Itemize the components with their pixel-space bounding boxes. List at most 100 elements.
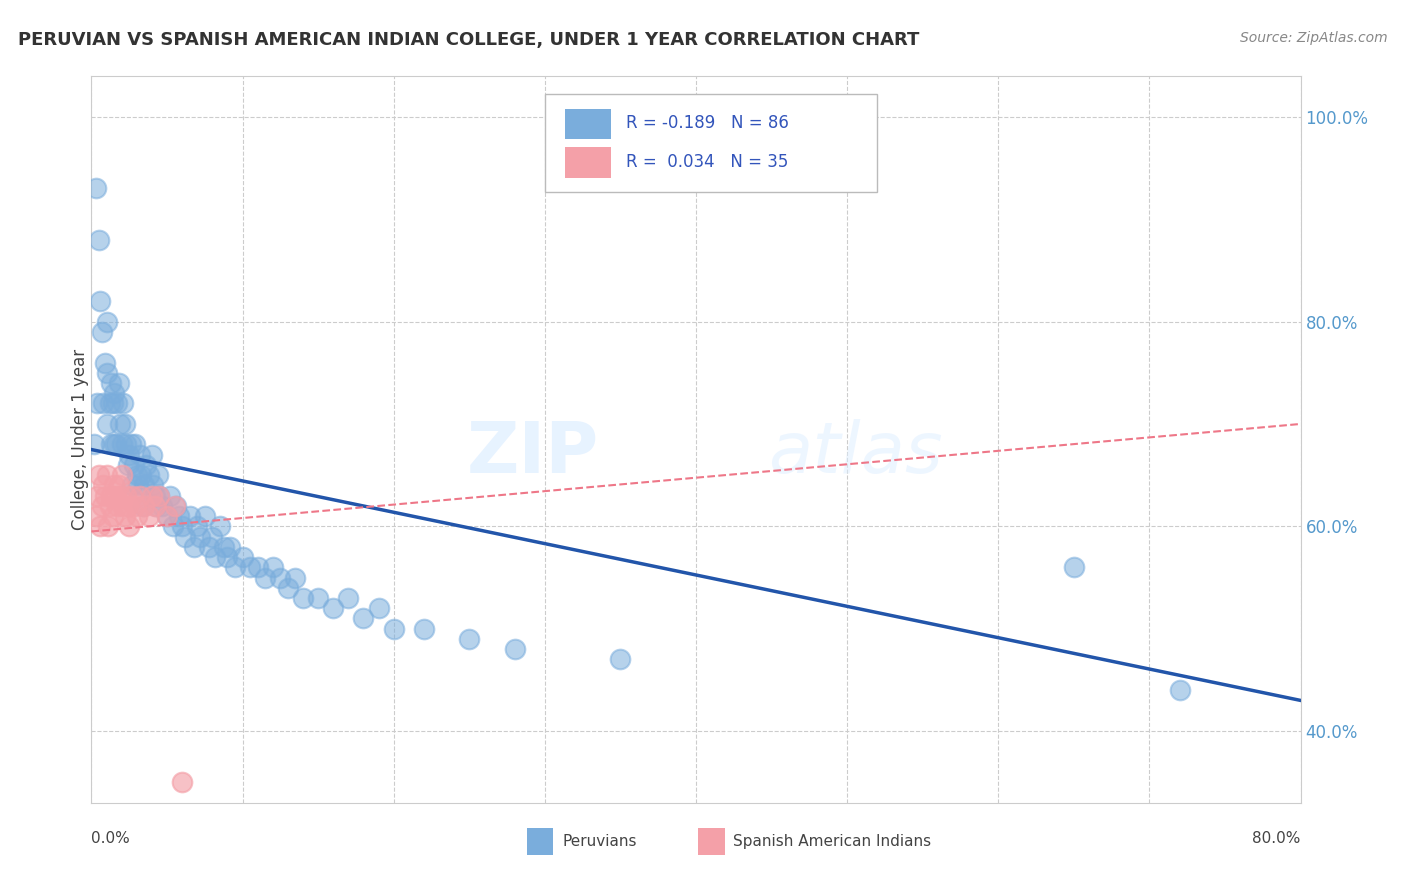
Point — [224, 560, 246, 574]
Point — [112, 396, 135, 410]
Y-axis label: College, Under 1 year: College, Under 1 year — [72, 349, 89, 530]
Point — [148, 489, 170, 503]
FancyBboxPatch shape — [565, 147, 612, 178]
Point — [86, 396, 108, 410]
Point — [114, 417, 136, 431]
Point — [111, 437, 132, 451]
Text: 80.0%: 80.0% — [1253, 830, 1301, 846]
Point — [117, 458, 139, 472]
Point — [134, 499, 156, 513]
Point — [322, 601, 344, 615]
Point — [120, 437, 142, 451]
FancyBboxPatch shape — [544, 94, 877, 192]
Point — [198, 540, 221, 554]
Point — [89, 519, 111, 533]
Point — [367, 601, 389, 615]
Point — [413, 622, 436, 636]
Point — [118, 448, 141, 462]
Point — [98, 396, 121, 410]
Point — [84, 181, 107, 195]
Point — [503, 642, 526, 657]
Point — [100, 489, 122, 503]
Point — [156, 509, 179, 524]
Point — [172, 775, 194, 789]
Point — [172, 519, 194, 533]
Point — [163, 499, 186, 513]
Point — [159, 489, 181, 503]
Point — [138, 468, 160, 483]
Point — [115, 437, 138, 451]
Point — [87, 468, 110, 483]
Point — [115, 489, 138, 503]
Point — [96, 417, 118, 431]
Point — [262, 560, 284, 574]
Point — [146, 468, 169, 483]
FancyBboxPatch shape — [699, 828, 725, 855]
Point — [103, 478, 125, 492]
Point — [100, 437, 122, 451]
Text: ZIP: ZIP — [467, 419, 599, 488]
Point — [107, 478, 129, 492]
Point — [142, 478, 165, 492]
Point — [277, 581, 299, 595]
Point — [105, 499, 128, 513]
Point — [165, 499, 187, 513]
Point — [98, 499, 121, 513]
Point — [105, 396, 128, 410]
Point — [143, 489, 166, 503]
Point — [254, 570, 277, 584]
Point — [124, 437, 146, 451]
Point — [174, 530, 197, 544]
Point — [122, 458, 145, 472]
Point — [186, 519, 208, 533]
Point — [219, 540, 242, 554]
Point — [117, 499, 139, 513]
Point — [609, 652, 631, 666]
Point — [108, 417, 131, 431]
Point — [231, 550, 253, 565]
Point — [143, 499, 166, 513]
Point — [104, 489, 127, 503]
Point — [107, 376, 129, 390]
Point — [269, 570, 291, 584]
Point — [148, 489, 170, 503]
Point — [1168, 683, 1191, 698]
Point — [194, 509, 217, 524]
Point — [87, 233, 110, 247]
Point — [101, 509, 124, 524]
Point — [83, 437, 105, 451]
Point — [337, 591, 360, 605]
Point — [188, 530, 211, 544]
Point — [128, 448, 150, 462]
Point — [96, 468, 118, 483]
Point — [1063, 560, 1085, 574]
Point — [162, 519, 184, 533]
Point — [129, 468, 152, 483]
Point — [208, 519, 231, 533]
Point — [94, 355, 117, 369]
Point — [292, 591, 315, 605]
Point — [214, 540, 236, 554]
Text: Peruvians: Peruvians — [562, 834, 637, 849]
Point — [121, 478, 143, 492]
Point — [89, 294, 111, 309]
Point — [103, 386, 125, 401]
Point — [167, 509, 190, 524]
Point — [201, 530, 224, 544]
Point — [152, 499, 174, 513]
Point — [94, 489, 117, 503]
Text: 0.0%: 0.0% — [91, 830, 131, 846]
Point — [307, 591, 329, 605]
Text: Spanish American Indians: Spanish American Indians — [734, 834, 932, 849]
Point — [128, 489, 150, 503]
FancyBboxPatch shape — [527, 828, 554, 855]
Text: Source: ZipAtlas.com: Source: ZipAtlas.com — [1240, 31, 1388, 45]
Point — [132, 499, 155, 513]
Text: R =  0.034   N = 35: R = 0.034 N = 35 — [626, 153, 789, 171]
Point — [96, 366, 118, 380]
Point — [91, 325, 114, 339]
Point — [217, 550, 239, 565]
Point — [204, 550, 226, 565]
Point — [114, 509, 136, 524]
Point — [179, 509, 201, 524]
